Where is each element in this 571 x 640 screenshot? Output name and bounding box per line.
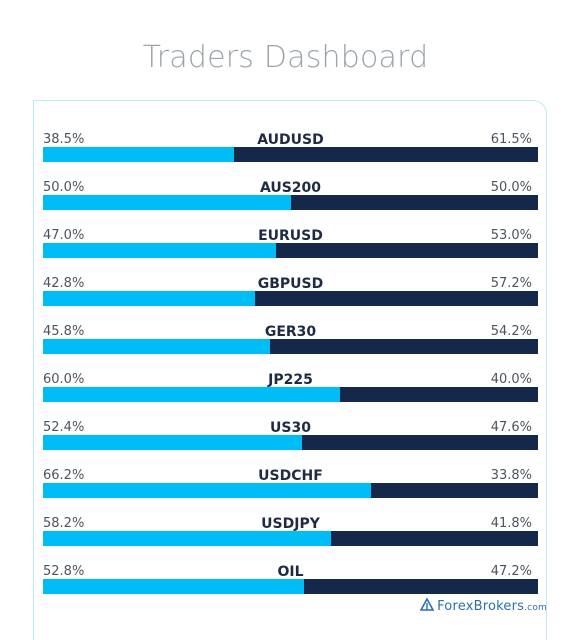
instrument-symbol: US30 xyxy=(270,420,311,436)
instrument-symbol: EURUSD xyxy=(258,228,323,244)
short-percentage: 54.2% xyxy=(490,324,532,339)
short-percentage: 50.0% xyxy=(490,180,532,195)
sentiment-row: 52.8% OIL 47.2% xyxy=(43,564,538,604)
sentiment-bar xyxy=(43,579,538,594)
long-percentage: 47.0% xyxy=(43,228,85,243)
forexbrokers-watermark: ForexBrokers.com xyxy=(420,598,547,614)
sentiment-bar xyxy=(43,243,538,258)
long-fill xyxy=(43,195,291,210)
long-percentage: 52.8% xyxy=(43,564,85,579)
instrument-symbol: AUDUSD xyxy=(257,132,324,148)
long-percentage: 60.0% xyxy=(43,372,85,387)
long-percentage: 66.2% xyxy=(43,468,85,483)
sentiment-bar xyxy=(43,387,538,402)
sentiment-row: 38.5% AUDUSD 61.5% xyxy=(43,132,538,172)
long-fill xyxy=(43,147,234,162)
sentiment-row: 45.8% GER30 54.2% xyxy=(43,324,538,364)
watermark-brand: ForexBrokers xyxy=(437,599,525,614)
dashboard-panel xyxy=(33,100,547,640)
long-percentage: 58.2% xyxy=(43,516,85,531)
long-fill xyxy=(43,387,340,402)
instrument-symbol: USDJPY xyxy=(261,516,320,532)
long-fill xyxy=(43,483,371,498)
short-percentage: 57.2% xyxy=(490,276,532,291)
long-percentage: 42.8% xyxy=(43,276,85,291)
long-percentage: 52.4% xyxy=(43,420,85,435)
short-percentage: 33.8% xyxy=(490,468,532,483)
page-title: Traders Dashboard xyxy=(142,40,429,75)
sentiment-row: 42.8% GBPUSD 57.2% xyxy=(43,276,538,316)
instrument-symbol: GBPUSD xyxy=(257,276,324,292)
sentiment-bar xyxy=(43,339,538,354)
sentiment-row: 50.0% AUS200 50.0% xyxy=(43,180,538,220)
sentiment-bar xyxy=(43,291,538,306)
sentiment-bar xyxy=(43,147,538,162)
sentiment-row: 66.2% USDCHF 33.8% xyxy=(43,468,538,508)
long-percentage: 38.5% xyxy=(43,132,85,147)
long-fill xyxy=(43,243,276,258)
long-percentage: 45.8% xyxy=(43,324,85,339)
short-percentage: 41.8% xyxy=(490,516,532,531)
long-percentage: 50.0% xyxy=(43,180,85,195)
long-fill xyxy=(43,579,305,594)
instrument-symbol: USDCHF xyxy=(258,468,323,484)
instrument-symbol: OIL xyxy=(277,564,304,580)
watermark-suffix: .com xyxy=(524,603,547,613)
sentiment-row: 60.0% JP225 40.0% xyxy=(43,372,538,412)
short-percentage: 47.2% xyxy=(490,564,532,579)
short-percentage: 47.6% xyxy=(490,420,532,435)
short-percentage: 61.5% xyxy=(490,132,532,147)
sentiment-bar xyxy=(43,435,538,450)
sentiment-bar xyxy=(43,531,538,546)
short-percentage: 53.0% xyxy=(490,228,532,243)
long-fill xyxy=(43,435,303,450)
long-fill xyxy=(43,291,255,306)
short-percentage: 40.0% xyxy=(490,372,532,387)
long-fill xyxy=(43,531,332,546)
instrument-symbol: GER30 xyxy=(264,324,317,340)
sentiment-bar xyxy=(43,483,538,498)
sentiment-row: 52.4% US30 47.6% xyxy=(43,420,538,460)
sentiment-row: 47.0% EURUSD 53.0% xyxy=(43,228,538,268)
forexbrokers-logo-icon xyxy=(420,598,435,611)
instrument-symbol: AUS200 xyxy=(259,180,322,196)
sentiment-row: 58.2% USDJPY 41.8% xyxy=(43,516,538,556)
instrument-symbol: JP225 xyxy=(268,372,313,388)
long-fill xyxy=(43,339,270,354)
sentiment-bar xyxy=(43,195,538,210)
